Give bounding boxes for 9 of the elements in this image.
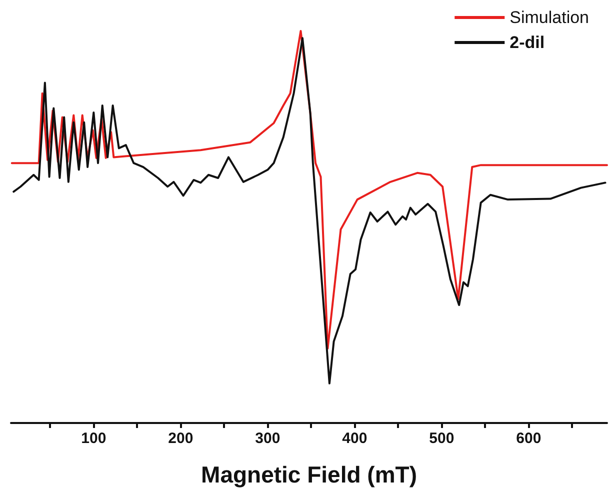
legend-label: 2-dil bbox=[510, 33, 545, 52]
x-tick-label: 200 bbox=[168, 430, 194, 447]
x-tick-label: 100 bbox=[81, 430, 106, 447]
x-tick-label: 300 bbox=[255, 430, 280, 447]
legend-label: Simulation bbox=[510, 8, 590, 27]
x-axis-title: Magnetic Field (mT) bbox=[201, 462, 417, 488]
x-tick-label: 400 bbox=[342, 430, 368, 447]
x-tick-label: 600 bbox=[516, 430, 542, 447]
x-tick-label: 500 bbox=[429, 430, 454, 447]
